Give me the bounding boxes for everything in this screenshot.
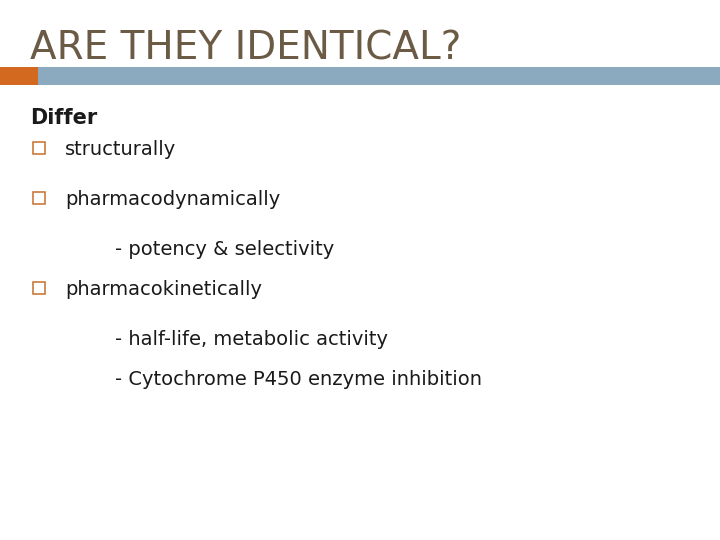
- Text: - half-life, metabolic activity: - half-life, metabolic activity: [115, 330, 388, 349]
- Bar: [33, 282, 45, 294]
- Text: - Cytochrome P450 enzyme inhibition: - Cytochrome P450 enzyme inhibition: [115, 370, 482, 389]
- Text: pharmacodynamically: pharmacodynamically: [65, 190, 280, 209]
- Text: - potency & selectivity: - potency & selectivity: [115, 240, 334, 259]
- Bar: [33, 192, 45, 204]
- Text: Differ: Differ: [30, 108, 97, 128]
- Bar: [38, 67, 720, 85]
- Bar: [0, 67, 38, 85]
- Bar: [33, 142, 45, 154]
- Text: ARE THEY IDENTICAL?: ARE THEY IDENTICAL?: [30, 30, 462, 68]
- Text: pharmacokinetically: pharmacokinetically: [65, 280, 262, 299]
- Text: structurally: structurally: [65, 140, 176, 159]
